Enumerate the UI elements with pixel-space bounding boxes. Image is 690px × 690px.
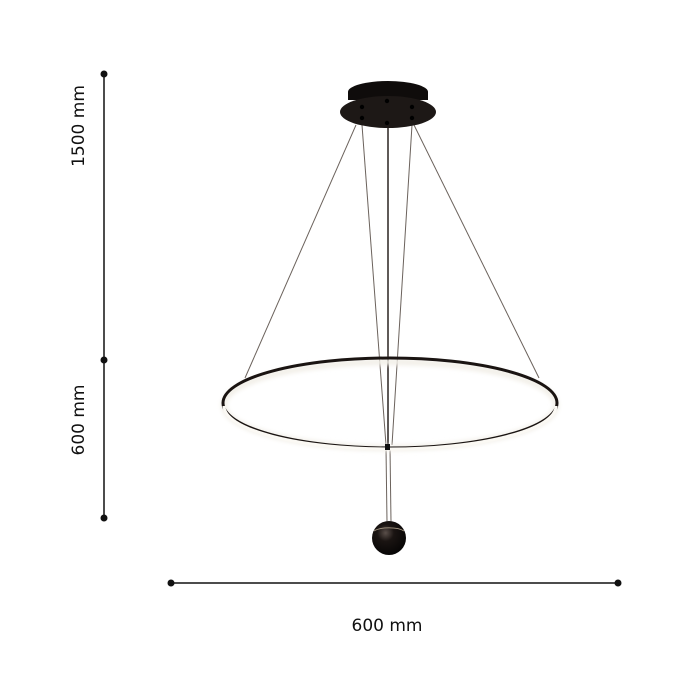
- ring-drop-label: 600 mm: [69, 385, 89, 456]
- suspension-wires: [244, 110, 540, 523]
- height-dimension: 1500 mm 600 mm: [69, 70, 108, 522]
- dimension-dot: [100, 514, 108, 522]
- pendant-lamp: [221, 81, 559, 555]
- total-height-label: 1500 mm: [69, 85, 89, 167]
- led-ring: [221, 356, 559, 451]
- dimension-dot: [100, 70, 108, 78]
- ceiling-canopy: [340, 81, 436, 128]
- pendant-ball: [372, 521, 406, 555]
- dimension-dot: [100, 356, 108, 364]
- width-dimension: 600 mm: [167, 579, 622, 636]
- dimension-dot: [167, 579, 175, 587]
- dimension-dot: [614, 579, 622, 587]
- width-label: 600 mm: [352, 616, 423, 636]
